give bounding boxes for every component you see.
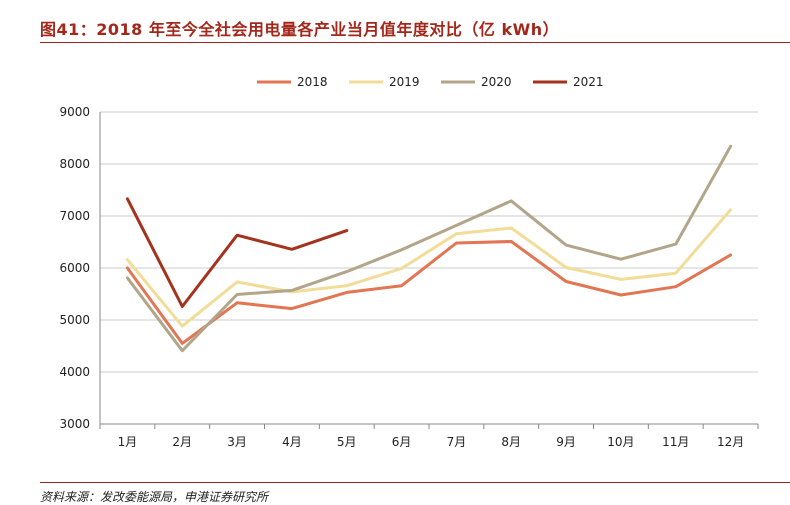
data-point-2019 xyxy=(674,272,677,275)
data-point-2018 xyxy=(181,342,184,345)
data-point-2020 xyxy=(455,224,458,227)
data-point-2021 xyxy=(345,229,348,232)
x-tick-label: 4月 xyxy=(282,435,302,449)
data-point-2018 xyxy=(345,291,348,294)
legend-label-2021: 2021 xyxy=(573,75,604,89)
data-point-2020 xyxy=(235,293,239,296)
x-tick-labels: 1月 2月 3月 4月 5月 6月 7月 8月 9月 10月 11月 12月 xyxy=(118,435,745,449)
data-point-2018 xyxy=(564,280,568,283)
data-point-2018 xyxy=(290,307,294,310)
data-point-2019 xyxy=(126,258,129,261)
x-tick-label: 12月 xyxy=(717,435,744,449)
data-point-2019 xyxy=(510,226,513,230)
gridlines xyxy=(100,111,758,373)
data-point-2019 xyxy=(619,278,623,281)
x-tick-label: 8月 xyxy=(501,435,521,449)
data-point-2019 xyxy=(181,325,184,328)
series-line-2020 xyxy=(125,144,733,353)
data-point-2018 xyxy=(400,284,403,287)
legend: 2018 2019 2020 2021 xyxy=(257,75,604,89)
data-point-2020 xyxy=(674,242,677,246)
legend-label-2020: 2020 xyxy=(481,75,512,89)
y-tick-label: 8000 xyxy=(59,157,90,171)
data-point-2019 xyxy=(455,232,458,235)
data-point-2018 xyxy=(235,301,239,305)
data-point-2020 xyxy=(510,199,513,203)
data-point-2018 xyxy=(729,253,732,257)
data-point-2021 xyxy=(235,234,239,237)
x-tick-label: 1月 xyxy=(118,435,138,449)
x-tick-label: 6月 xyxy=(392,435,412,449)
data-point-2019 xyxy=(729,208,732,211)
data-point-2018 xyxy=(619,293,623,297)
data-point-2020 xyxy=(181,349,184,352)
series-lines xyxy=(125,144,733,353)
x-tick-label: 7月 xyxy=(447,435,467,449)
data-point-2018 xyxy=(674,285,677,288)
title-divider xyxy=(40,42,790,43)
data-point-2020 xyxy=(400,248,403,251)
data-point-2020 xyxy=(564,243,568,247)
series-line-2019 xyxy=(125,208,733,328)
x-tick-label: 2月 xyxy=(172,435,192,449)
data-point-2020 xyxy=(729,145,732,148)
y-tick-label: 5000 xyxy=(59,313,90,327)
data-point-2021 xyxy=(290,248,294,251)
x-tick-label: 11月 xyxy=(662,435,689,449)
y-tick-label: 4000 xyxy=(59,365,90,379)
figure-title: 图41：2018 年至今全社会用电量各产业当月值年度对比（亿 kWh） xyxy=(40,20,560,39)
data-point-2019 xyxy=(400,267,403,270)
x-tick-label: 3月 xyxy=(227,435,247,449)
data-point-2021 xyxy=(126,197,129,201)
y-tick-label: 9000 xyxy=(59,105,90,119)
y-tick-label: 6000 xyxy=(59,261,90,275)
data-point-2018 xyxy=(510,240,513,243)
data-point-2019 xyxy=(345,284,348,287)
legend-label-2019: 2019 xyxy=(389,75,420,89)
data-point-2020 xyxy=(345,270,348,273)
source-note: 资料来源：发改委能源局，申港证券研究所 xyxy=(40,490,269,504)
legend-label-2018: 2018 xyxy=(297,75,328,89)
data-point-2020 xyxy=(619,257,623,261)
footer-divider xyxy=(40,482,790,483)
x-tick-label: 10月 xyxy=(607,435,634,449)
data-point-2018 xyxy=(455,241,458,245)
axes xyxy=(99,112,759,429)
data-point-2019 xyxy=(564,266,568,269)
data-point-2020 xyxy=(126,276,129,280)
y-tick-label: 3000 xyxy=(59,417,90,431)
y-tick-label: 7000 xyxy=(59,209,90,223)
data-point-2018 xyxy=(126,266,129,270)
series-line-2018 xyxy=(125,240,733,345)
data-point-2021 xyxy=(181,305,184,308)
y-tick-labels: 3000 4000 5000 6000 7000 8000 9000 xyxy=(59,105,90,431)
x-tick-label: 9月 xyxy=(556,435,576,449)
data-point-2020 xyxy=(290,289,294,292)
x-tick-label: 5月 xyxy=(337,435,357,449)
data-point-2019 xyxy=(235,280,239,284)
